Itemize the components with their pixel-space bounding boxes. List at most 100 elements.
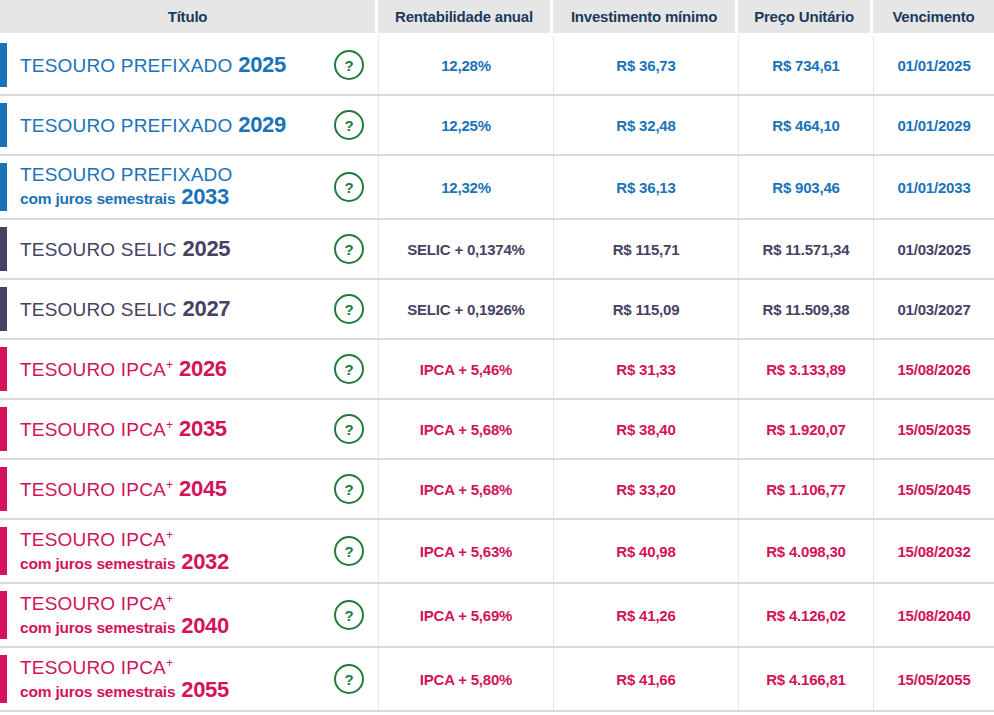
annual-yield-cell: 12,32% [378,156,553,218]
min-investment-cell: R$ 36,73 [553,36,738,94]
column-header-vencimento: Vencimento [873,0,994,33]
bond-subtitle: com juros semestrais [20,555,175,572]
bond-title-cell: TESOURO IPCA+ com juros semestrais 2032? [0,520,378,582]
bond-name: TESOURO PREFIXADO [20,115,232,136]
table-row[interactable]: TESOURO PREFIXADO 2025? 12,28%R$ 36,73R$ … [0,36,994,96]
maturity-date-cell: 01/01/2025 [873,36,994,94]
bond-year: 2025 [177,236,231,261]
min-investment-cell: R$ 40,98 [553,520,738,582]
column-header-investimento-minimo: Investimento mínimo [553,0,738,33]
bond-subtitle: com juros semestrais [20,190,175,207]
table-row[interactable]: TESOURO IPCA+com juros semestrais 2055?I… [0,648,994,712]
help-icon[interactable]: ? [334,354,364,384]
bond-title-cell: TESOURO IPCA+ 2035? [0,400,378,458]
bond-name: TESOURO PREFIXADO [20,55,232,76]
bond-color-bar [0,527,7,575]
min-investment-cell: R$ 38,40 [553,400,738,458]
table-row[interactable]: TESOURO IPCA+com juros semestrais 2040?I… [0,584,994,648]
bond-year: 2025 [232,52,286,77]
help-icon[interactable]: ? [334,600,364,630]
help-icon[interactable]: ? [334,172,364,202]
bond-year: 2029 [232,112,286,137]
bond-title-cell: TESOURO PREFIXADO 2029? [0,96,378,154]
bond-name: TESOURO IPCA+ [20,593,173,614]
table-row[interactable]: TESOURO SELIC 2025?SELIC + 0,1374%R$ 115… [0,220,994,280]
bond-title: TESOURO PREFIXADO 2029 [20,113,286,137]
table-row[interactable]: TESOURO IPCA+ 2045?IPCA + 5,68%R$ 33,20R… [0,460,994,520]
unit-price-cell: R$ 4.166,81 [738,648,873,710]
bond-color-bar [0,227,7,271]
table-row[interactable]: TESOURO IPCA+ 2026? IPCA + 5,46%R$ 31,33R… [0,340,994,400]
table-row[interactable]: TESOURO PREFIXADOcom juros semestrais 20… [0,156,994,220]
bond-title: TESOURO IPCA+com juros semestrais 2040 [20,592,229,638]
bond-name: TESOURO IPCA+ [20,479,173,500]
annual-yield-cell: SELIC + 0,1926% [378,280,553,338]
maturity-date-cell: 15/08/2026 [873,340,994,398]
table-row[interactable]: TESOURO SELIC 2027? SELIC + 0,1926%R$ 115… [0,280,994,340]
help-icon[interactable]: ? [334,474,364,504]
help-icon[interactable]: ? [334,234,364,264]
bond-title: TESOURO IPCA+ com juros semestrais 2055 [20,656,229,702]
bond-color-bar [0,407,7,451]
annual-yield-cell: IPCA + 5,63% [378,520,553,582]
help-icon[interactable]: ? [334,50,364,80]
bond-title: TESOURO IPCA+ com juros semestrais 2032 [20,528,229,574]
maturity-date-cell: 01/01/2029 [873,96,994,154]
help-icon[interactable]: ? [334,294,364,324]
min-investment-cell: R$ 41,66 [553,648,738,710]
maturity-date-cell: 15/05/2045 [873,460,994,518]
bond-name-superscript: + [166,591,173,605]
bond-year: 2027 [177,296,231,321]
unit-price-cell: R$ 11.571,34 [738,220,873,278]
annual-yield-cell: IPCA + 5,46% [378,340,553,398]
bond-year: 2055 [175,677,229,702]
help-icon[interactable]: ? [334,414,364,444]
unit-price-cell: R$ 903,46 [738,156,873,218]
help-icon[interactable]: ? [334,536,364,566]
min-investment-cell: R$ 32,48 [553,96,738,154]
bond-year: 2032 [175,549,229,574]
bond-name: TESOURO IPCA+ [20,419,173,440]
bond-title: TESOURO IPCA+ 2026 [20,357,227,381]
unit-price-cell: R$ 1.106,77 [738,460,873,518]
bond-name: TESOURO IPCA+ [20,657,173,678]
bond-color-bar [0,287,7,331]
maturity-date-cell: 01/01/2033 [873,156,994,218]
bond-title-cell: TESOURO PREFIXADOcom juros semestrais 20… [0,156,378,218]
unit-price-cell: R$ 734,61 [738,36,873,94]
table-row[interactable]: TESOURO IPCA+ com juros semestrais 2032? I… [0,520,994,584]
column-header-titulo: Título [0,0,378,33]
bond-color-bar [0,347,7,391]
unit-price-cell: R$ 11.509,38 [738,280,873,338]
bond-title: TESOURO PREFIXADOcom juros semestrais 20… [20,165,232,209]
annual-yield-cell: IPCA + 5,68% [378,460,553,518]
min-investment-cell: R$ 31,33 [553,340,738,398]
annual-yield-cell: SELIC + 0,1374% [378,220,553,278]
min-investment-cell: R$ 115,09 [553,280,738,338]
table-header: Título Rentabilidade anual Investimento … [0,0,994,33]
bond-title: TESOURO SELIC 2027 [20,297,230,321]
bond-subtitle: com juros semestrais [20,683,175,700]
help-icon[interactable]: ? [334,664,364,694]
bond-year: 2035 [173,416,227,441]
bond-color-bar [0,467,7,511]
column-header-preco-unitario: Preço Unitário [738,0,873,33]
annual-yield-cell: IPCA + 5,68% [378,400,553,458]
maturity-date-cell: 01/03/2027 [873,280,994,338]
bond-title-cell: TESOURO IPCA+com juros semestrais 2040? [0,584,378,646]
bond-year: 2040 [175,613,229,638]
unit-price-cell: R$ 3.133,89 [738,340,873,398]
bond-price-table: Título Rentabilidade anual Investimento … [0,0,994,715]
bond-color-bar [0,163,7,211]
bond-name: TESOURO IPCA+ [20,529,173,550]
annual-yield-cell: 12,28% [378,36,553,94]
unit-price-cell: R$ 1.920,07 [738,400,873,458]
bond-title: TESOURO SELIC 2025 [20,237,230,261]
bond-name-superscript: + [166,655,173,669]
table-row[interactable]: TESOURO IPCA+ 2035?IPCA + 5,68%R$ 38,40R… [0,400,994,460]
bond-title: TESOURO IPCA+ 2045 [20,477,227,501]
table-row[interactable]: TESOURO PREFIXADO 2029?12,25%R$ 32,48R$ … [0,96,994,156]
help-icon[interactable]: ? [334,110,364,140]
bond-name: TESOURO SELIC [20,299,177,320]
maturity-date-cell: 15/08/2040 [873,584,994,646]
